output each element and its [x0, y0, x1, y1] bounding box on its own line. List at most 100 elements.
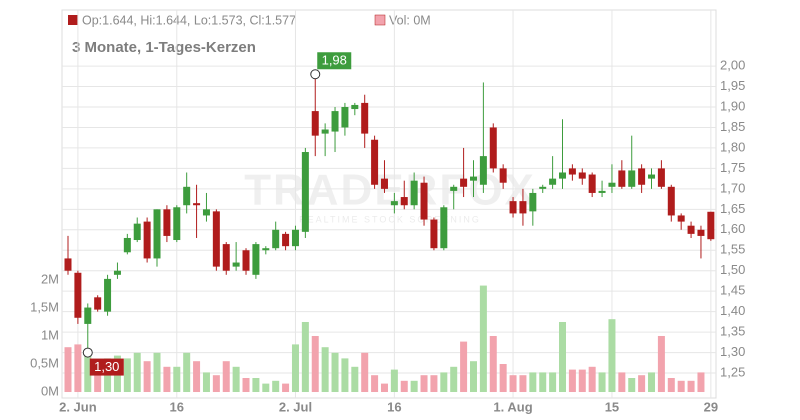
y2-tick-label: 2M — [41, 271, 59, 286]
volume-bar — [499, 364, 507, 393]
volume-bar — [163, 366, 171, 393]
y2-tick-label: 0M — [41, 383, 59, 398]
candle-body — [657, 168, 665, 187]
candle-body — [568, 168, 576, 175]
volume-bar — [193, 361, 201, 393]
volume-bar — [559, 321, 566, 393]
x-tick-label: 2. Jul — [279, 399, 312, 414]
candle-body — [380, 178, 388, 189]
y2-tick-label: 1,5M — [30, 299, 59, 314]
annotation-box — [317, 52, 352, 70]
candle-body — [489, 127, 497, 169]
volume-bar — [608, 319, 616, 393]
candle-body — [410, 180, 418, 206]
volume-bar — [351, 366, 359, 393]
y-tick-label: 1,45 — [720, 283, 745, 298]
candle-body — [173, 207, 181, 241]
volume-bar — [697, 372, 705, 393]
volume-bar — [549, 372, 557, 393]
candle-body — [667, 186, 675, 216]
volume-bar — [687, 380, 695, 393]
candle-body — [331, 111, 339, 132]
candle-body — [469, 176, 477, 181]
volume-bar — [321, 347, 329, 393]
volume-bar — [489, 335, 497, 393]
volume-bar — [450, 366, 458, 393]
candle-body — [321, 129, 329, 134]
chart-title: 3 Monate, 1-Tages-Kerzen — [72, 39, 256, 56]
volume-bar — [252, 378, 260, 393]
candle-body — [94, 297, 102, 310]
volume-bar — [430, 375, 438, 393]
candle-body — [559, 172, 566, 179]
volume-bar — [479, 285, 487, 393]
candle-body — [133, 223, 141, 241]
candle-body — [341, 107, 349, 128]
volume-bar — [222, 361, 230, 393]
candle-body — [697, 229, 705, 236]
candle-body — [371, 139, 379, 185]
volume-bar — [74, 344, 82, 393]
volume-bar — [202, 372, 210, 393]
candle-body — [311, 111, 319, 136]
candle-body — [282, 233, 290, 247]
volume-bar — [410, 380, 418, 393]
x-tick-label: 1. Aug — [493, 399, 532, 414]
volume-bar — [133, 352, 141, 393]
volume-bar — [331, 352, 339, 393]
candle-body — [628, 170, 636, 187]
candle-body — [430, 219, 438, 249]
y-tick-label: 1,90 — [720, 98, 745, 113]
volume-bar — [568, 369, 576, 393]
y-tick-label: 1,80 — [720, 139, 745, 154]
y2-tick-label: 0,5M — [30, 355, 59, 370]
volume-bar — [539, 372, 547, 393]
volume-bar — [64, 347, 72, 393]
volume-bar — [282, 383, 290, 393]
volume-bar — [638, 375, 646, 393]
volume-bar — [618, 372, 626, 393]
y-tick-label: 1,95 — [720, 78, 745, 93]
candle-body — [529, 192, 537, 212]
volume-bar — [578, 369, 586, 393]
y2-tick-label: 1M — [41, 327, 59, 342]
candle-body — [351, 104, 359, 110]
volume-bar — [301, 321, 309, 393]
candle-body — [440, 207, 448, 249]
volume-bar — [380, 383, 388, 393]
volume-bar — [94, 361, 102, 393]
candle-body — [163, 209, 171, 236]
candle-body — [549, 178, 557, 185]
plot-frame — [61, 9, 717, 399]
candle-body — [222, 244, 230, 271]
candle-body — [262, 248, 270, 251]
candle-body — [450, 186, 458, 191]
candle-body — [113, 270, 121, 275]
x-tick-label: 16 — [170, 399, 184, 414]
candle-body — [153, 209, 161, 259]
candle-body — [361, 102, 369, 134]
candle-body — [242, 250, 250, 271]
volume-bar — [361, 352, 369, 393]
candle-body — [252, 244, 260, 275]
volume-bar — [311, 335, 319, 393]
legend-volume: Vol: 0M — [389, 13, 431, 27]
legend-ohlc: Op:1.644, Hi:1.644, Lo:1.573, Cl:1.577 — [82, 13, 296, 27]
y-tick-label: 1,65 — [720, 201, 745, 216]
candle-body — [232, 262, 240, 267]
volume-bar — [143, 361, 151, 393]
y-tick-label: 1,85 — [720, 119, 745, 134]
volume-bar — [262, 383, 270, 393]
candle-body — [104, 278, 112, 312]
volume-bar — [509, 375, 517, 393]
volume-bar — [460, 341, 468, 393]
candle-body — [707, 211, 715, 240]
volume-bar — [242, 378, 250, 393]
y-tick-label: 2,00 — [720, 58, 745, 73]
volume-bar — [291, 344, 299, 393]
volume-bar — [588, 366, 596, 393]
volume-bar — [84, 349, 92, 393]
watermark-sub: REALTIME STOCK SCREENING — [299, 214, 481, 224]
candle-body — [123, 237, 131, 253]
